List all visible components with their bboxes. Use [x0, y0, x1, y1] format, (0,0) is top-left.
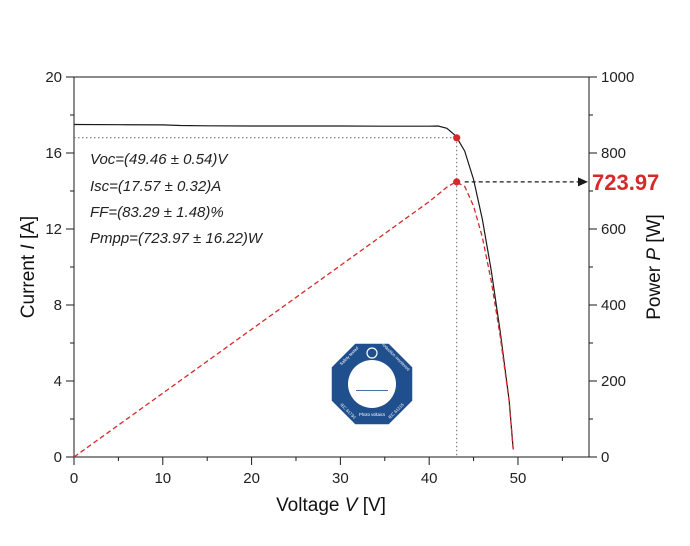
- tuv-sud-logo: TÜV SÜD Safety tested Production monitor…: [330, 340, 414, 426]
- y-right-tick-label: 0: [601, 449, 609, 466]
- mpp-current-point: [453, 134, 461, 142]
- x-tick-label: 40: [421, 470, 438, 487]
- y-left-tick-label: 16: [45, 145, 62, 162]
- logo-check-icon: [366, 347, 378, 359]
- y-right-tick-label: 400: [601, 297, 626, 314]
- y-right-tick-label: 200: [601, 373, 626, 390]
- x-tick-label: 20: [243, 470, 260, 487]
- annotation-voc: Voc=(49.46 ± 0.54)V: [90, 151, 229, 168]
- x-tick-label: 10: [154, 470, 171, 487]
- callout-arrow-head: [578, 177, 588, 187]
- y-left-tick-label: 12: [45, 221, 62, 238]
- y-right-tick-label: 800: [601, 145, 626, 162]
- x-tick-label: 0: [70, 470, 78, 487]
- logo-sub: SÜD: [364, 392, 381, 401]
- logo-ring-photo: Photo voltaics: [359, 412, 385, 417]
- mpp-callout-value: 723.97: [592, 170, 659, 195]
- x-tick-label: 50: [510, 470, 527, 487]
- logo-inner-disc: [348, 360, 396, 408]
- annotation-pmpp: Pmpp=(723.97 ± 16.22)W: [90, 230, 264, 247]
- logo-divider: [356, 390, 388, 391]
- y-right-tick-label: 1000: [601, 69, 634, 86]
- annotation-ff: FF=(83.29 ± 1.48)%: [90, 204, 224, 221]
- x-tick-label: 30: [332, 470, 349, 487]
- y-right-tick-label: 600: [601, 221, 626, 238]
- pv-curve-line: [73, 181, 514, 458]
- y-right-axis-title: Power P [W]: [644, 214, 665, 320]
- y-left-tick-label: 20: [45, 69, 62, 86]
- mpp-guide-lines: [74, 137, 458, 457]
- mpp-power-point: [453, 178, 461, 186]
- series-lines: [73, 123, 514, 458]
- y-left-tick-label: 4: [54, 373, 62, 390]
- y-left-tick-label: 8: [54, 297, 62, 314]
- mpp-markers: [453, 134, 461, 186]
- y-left-tick-label: 0: [54, 449, 62, 466]
- annotation-isc: Isc=(17.57 ± 0.32)A: [90, 178, 221, 195]
- mpp-callout: [464, 177, 588, 187]
- logo-brand: TÜV: [355, 372, 390, 391]
- x-axis-title: Voltage V [V]: [276, 495, 386, 516]
- y-left-axis-title: Current I [A]: [18, 216, 39, 318]
- iv-curve-line: [73, 123, 514, 450]
